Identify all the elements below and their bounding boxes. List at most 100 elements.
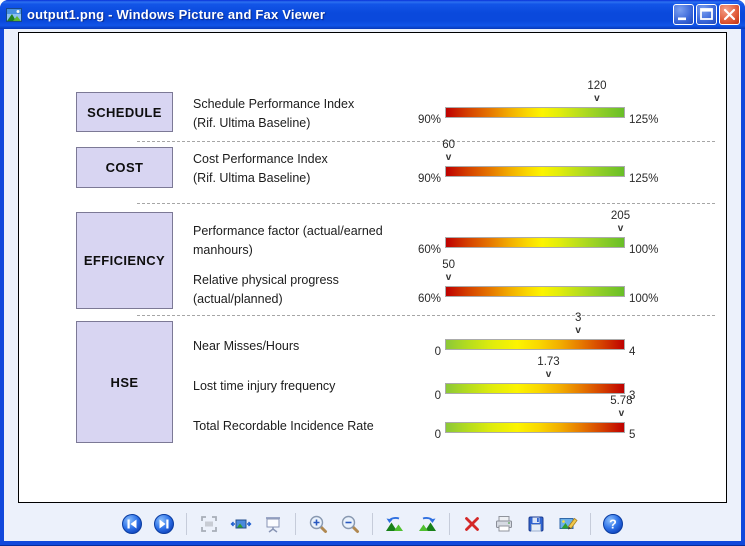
gauge-min-label: 90% (417, 173, 441, 185)
svg-text:?: ? (609, 518, 617, 532)
previous-image-icon (122, 514, 142, 534)
gauge-marker: 205 v (611, 210, 630, 235)
gauge-max-label: 3 (629, 390, 636, 402)
marker-arrow-icon: v (594, 93, 600, 104)
zoom-out-button[interactable] (337, 511, 363, 537)
zoom-in-button[interactable] (305, 511, 331, 537)
category-hse: HSE (76, 321, 173, 443)
delete-icon (465, 517, 479, 531)
gauge-spi: 120 v 90% 125% (418, 80, 658, 126)
marker-arrow-icon: v (445, 272, 452, 283)
gauge-bar (445, 286, 625, 297)
gauge-bar (445, 237, 625, 248)
gauge-min-label: 60% (417, 244, 441, 256)
gauge-near-misses: 3 v 0 4 (435, 312, 636, 358)
gauge-ltif: 1.73 v 0 3 (435, 356, 636, 402)
gauge-value: 205 (610, 210, 631, 222)
gauge-cpi: 60 v 90% 125% (418, 139, 658, 185)
next-image-button[interactable] (151, 511, 177, 537)
save-icon (528, 516, 544, 532)
gauge-marker: 1.73 v (537, 356, 559, 381)
gauge-trir: 5.78 v 0 5 (435, 395, 636, 441)
gauge-min-label: 90% (417, 114, 441, 126)
gauge-marker: 60 v (442, 139, 455, 164)
edit-button[interactable] (555, 511, 581, 537)
kpi-label-trir: Total Recordable Incidence Rate (193, 419, 374, 433)
category-cost: COST (76, 147, 173, 188)
kpi-label-performance-factor: Performance factor (actual/earned manhou… (193, 224, 383, 257)
marker-arrow-icon: v (545, 369, 552, 380)
title-bar[interactable]: output1.png - Windows Picture and Fax Vi… (0, 0, 745, 29)
marker-arrow-icon: v (618, 408, 625, 419)
kpi-label-cpi: Cost Performance Index (Rif. Ultima Base… (193, 152, 328, 185)
gauge-max-label: 125% (629, 173, 659, 185)
rotate-clockwise-icon (419, 517, 436, 531)
marker-arrow-icon: v (617, 223, 624, 234)
actual-size-icon (230, 519, 252, 529)
gauge-performance-factor: 205 v 60% 100% (418, 210, 658, 256)
gauge-value: 3 (574, 312, 582, 324)
gauge-bar (445, 166, 625, 177)
kpi-label-near-misses: Near Misses/Hours (193, 339, 300, 353)
marker-arrow-icon: v (445, 152, 452, 163)
gauge-marker: 5.78 v (610, 395, 632, 420)
kpi-label-ltif: Lost time injury frequency (193, 379, 336, 393)
window-title: output1.png - Windows Picture and Fax Vi… (27, 7, 326, 22)
best-fit-button[interactable] (196, 511, 222, 537)
rotate-clockwise-button[interactable] (414, 511, 440, 537)
print-icon (496, 516, 512, 532)
gauge-bar (445, 422, 625, 433)
section-separator (137, 203, 715, 204)
toolbar-separator (590, 513, 591, 535)
maximize-icon (700, 8, 713, 20)
image-viewport: SCHEDULE COST EFFICIENCY HSE Schedule Pe… (18, 32, 727, 503)
gauge-min-label: 60% (417, 293, 441, 305)
minimize-button[interactable] (673, 4, 694, 25)
help-button[interactable]: ? (600, 511, 626, 537)
gauge-relative-progress: 50 v 60% 100% (418, 259, 658, 305)
gauge-value: 60 (442, 139, 455, 151)
previous-image-button[interactable] (119, 511, 145, 537)
print-button[interactable] (491, 511, 517, 537)
gauge-value: 5.78 (610, 395, 633, 407)
picture-viewer-app-icon (6, 7, 22, 23)
kpi-label-spi: Schedule Performance Index (Rif. Ultima … (193, 97, 355, 130)
start-slideshow-button[interactable] (260, 511, 286, 537)
close-button[interactable] (719, 4, 740, 25)
rotate-counterclockwise-icon (386, 517, 403, 531)
next-image-icon (154, 514, 174, 534)
gauge-value: 50 (442, 259, 455, 271)
gauge-min-label: 0 (434, 346, 441, 358)
gauge-bar (445, 339, 625, 350)
start-slideshow-icon (266, 517, 280, 533)
kpi-dashboard-image: SCHEDULE COST EFFICIENCY HSE Schedule Pe… (19, 33, 726, 502)
toolbar-separator (186, 513, 187, 535)
gauge-min-label: 0 (434, 429, 441, 441)
zoom-in-icon (309, 515, 327, 533)
save-button[interactable] (523, 511, 549, 537)
minimize-icon (678, 17, 686, 21)
marker-arrow-icon: v (575, 325, 581, 336)
gauge-value: 120 (587, 80, 607, 92)
zoom-out-icon (341, 515, 359, 533)
maximize-button[interactable] (696, 4, 717, 25)
gauge-marker: 50 v (442, 259, 455, 284)
gauge-max-label: 100% (629, 293, 659, 305)
edit-icon (559, 517, 578, 530)
category-schedule: SCHEDULE (76, 92, 173, 132)
delete-button[interactable] (459, 511, 485, 537)
toolbar-separator (295, 513, 296, 535)
toolbar-separator (449, 513, 450, 535)
rotate-counterclockwise-button[interactable] (382, 511, 408, 537)
gauge-marker: 120 v (587, 80, 606, 105)
kpi-label-relative-progress: Relative physical progress (actual/plann… (193, 273, 339, 306)
gauge-bar (445, 107, 625, 118)
viewer-toolbar: ? (4, 507, 741, 541)
viewer-client-area: SCHEDULE COST EFFICIENCY HSE Schedule Pe… (4, 29, 741, 541)
gauge-marker: 3 v (575, 312, 581, 337)
section-separator (137, 141, 715, 142)
actual-size-button[interactable] (228, 511, 254, 537)
gauge-max-label: 125% (629, 114, 659, 126)
category-efficiency: EFFICIENCY (76, 212, 173, 309)
